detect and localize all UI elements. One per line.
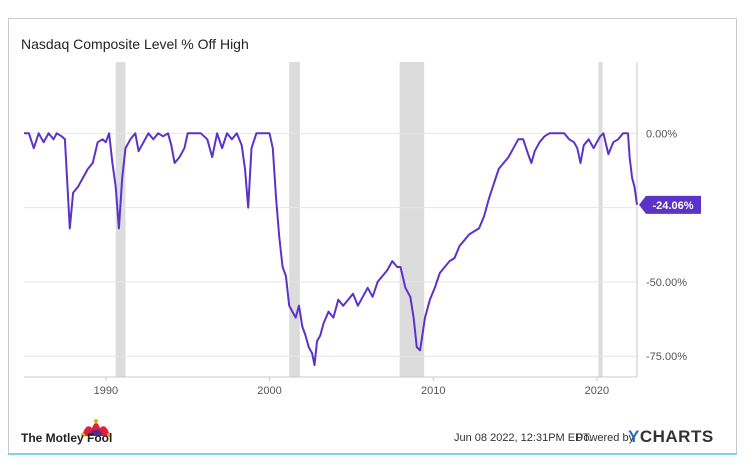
y-tick-label: -50.00% xyxy=(646,277,687,289)
x-tick-label: 2020 xyxy=(585,385,609,397)
ycharts-logo[interactable]: YCHARTS xyxy=(628,427,714,447)
bottom-accent-line xyxy=(8,453,737,455)
motley-fool-logo-text: The Motley Fool xyxy=(21,431,113,445)
chart-frame xyxy=(8,18,737,455)
recession-band xyxy=(115,62,126,377)
last-value-badge xyxy=(639,195,701,214)
grid-lines xyxy=(24,132,637,357)
y-tick-label: -75.00% xyxy=(646,351,687,363)
series xyxy=(24,132,638,367)
last-value-label: -24.06% xyxy=(653,200,694,212)
recession-band xyxy=(399,62,425,377)
x-tick-label: 1990 xyxy=(94,385,118,397)
jester-hat-icon xyxy=(81,419,111,437)
x-tick-label: 2010 xyxy=(421,385,445,397)
ycharts-logo-rest: CHARTS xyxy=(639,427,714,446)
tick-labels: 0.00% -50.00% -75.00% 1990 2000 2010 2020 -24.0… xyxy=(94,128,701,397)
recession-band xyxy=(289,62,300,377)
y-tick-label: 0.00% xyxy=(646,128,677,140)
chart-title: Nasdaq Composite Level % Off High xyxy=(21,36,249,52)
recession-band xyxy=(598,62,603,377)
axes xyxy=(24,62,638,381)
nasdaq-series-line xyxy=(24,132,638,367)
recession-bands xyxy=(115,62,603,377)
footer-timestamp: Jun 08 2022, 12:31PM EDT. xyxy=(454,432,592,444)
ycharts-logo-y: Y xyxy=(628,427,640,446)
x-tick-label: 2000 xyxy=(257,385,281,397)
powered-by-label: Powered by xyxy=(576,432,635,444)
